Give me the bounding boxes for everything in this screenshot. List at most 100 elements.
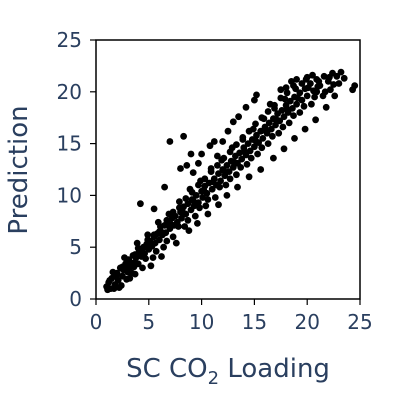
data-point: [198, 150, 206, 158]
data-point: [273, 116, 280, 124]
data-point: [217, 177, 225, 185]
data-point: [214, 152, 221, 160]
data-point: [244, 140, 252, 148]
data-point: [226, 175, 234, 183]
data-point: [180, 132, 188, 140]
data-point: [234, 183, 241, 191]
x-tick-label: 0: [90, 310, 103, 334]
data-point: [315, 78, 323, 85]
data-point: [275, 129, 283, 137]
data-point: [222, 181, 230, 189]
data-point: [223, 192, 231, 199]
data-point: [340, 74, 348, 82]
data-point: [278, 107, 286, 114]
y-tick-label: 15: [57, 132, 82, 156]
data-point: [162, 229, 170, 237]
data-point: [335, 80, 343, 87]
data-point: [175, 223, 182, 230]
data-point: [301, 125, 309, 133]
data-point: [185, 227, 193, 235]
data-point: [195, 181, 202, 189]
data-point: [163, 216, 171, 224]
data-point: [119, 263, 126, 271]
data-point: [262, 127, 270, 135]
data-point: [237, 164, 245, 171]
data-point: [226, 148, 234, 156]
data-point: [296, 89, 304, 97]
data-point: [214, 162, 221, 169]
x-tick-label: 20: [294, 310, 319, 334]
data-point: [130, 263, 138, 271]
axis-ticks: 0 5 10 15 20 25 0 5 10 15 20 25: [57, 28, 373, 334]
plot-frame: [95, 39, 361, 300]
data-point: [233, 141, 240, 149]
data-point: [229, 118, 237, 126]
data-point: [112, 272, 120, 280]
data-point: [196, 204, 203, 212]
data-point: [133, 239, 141, 247]
data-point: [184, 216, 192, 224]
data-point: [177, 165, 184, 172]
data-point: [267, 125, 275, 133]
data-point: [220, 167, 228, 174]
data-point: [211, 194, 219, 201]
data-point: [160, 243, 168, 251]
data-point: [210, 138, 218, 145]
data-point: [144, 231, 152, 239]
data-point: [189, 197, 197, 205]
data-point: [259, 135, 267, 142]
data-point: [239, 134, 247, 141]
data-point: [117, 282, 125, 289]
data-point: [309, 71, 316, 79]
data-point: [184, 200, 192, 208]
data-point: [138, 245, 145, 253]
data-point: [220, 154, 228, 162]
data-point: [293, 76, 300, 83]
data-point: [167, 221, 175, 228]
data-point: [245, 127, 253, 135]
data-point: [157, 223, 164, 230]
data-point: [272, 121, 279, 129]
data-point: [321, 88, 329, 96]
data-point: [308, 100, 315, 108]
data-point: [303, 73, 311, 81]
data-point: [313, 88, 321, 96]
data-point: [322, 103, 330, 111]
data-point: [300, 102, 308, 110]
data-point: [333, 72, 341, 80]
data-point: [199, 194, 207, 201]
data-point: [166, 138, 174, 145]
y-tick-label: 25: [57, 28, 82, 52]
data-point: [209, 178, 217, 186]
data-point: [236, 149, 244, 157]
data-point: [289, 105, 296, 112]
data-point: [253, 91, 260, 99]
data-point: [215, 201, 222, 209]
data-point: [257, 127, 265, 135]
data-point: [238, 155, 246, 163]
x-tick-label: 25: [347, 310, 372, 334]
data-point: [149, 254, 157, 261]
data-point: [181, 223, 189, 230]
data-point: [235, 113, 243, 121]
data-point: [269, 132, 276, 140]
data-point: [290, 112, 297, 119]
data-point: [139, 264, 146, 272]
data-point: [169, 233, 177, 241]
data-point: [254, 150, 261, 158]
y-tick-label: 5: [69, 235, 82, 259]
data-point: [150, 231, 158, 239]
x-axis-title: SC CO2 Loading: [126, 354, 330, 389]
data-point: [110, 285, 118, 292]
y-axis-title: Prediction: [4, 105, 34, 234]
data-point: [147, 262, 155, 270]
data-point: [216, 183, 224, 191]
data-point: [125, 259, 133, 267]
data-point: [182, 195, 190, 202]
data-point: [233, 171, 240, 179]
y-tick-label: 10: [57, 183, 82, 207]
data-point: [163, 237, 171, 245]
data-point: [252, 120, 259, 128]
data-point: [206, 142, 214, 150]
